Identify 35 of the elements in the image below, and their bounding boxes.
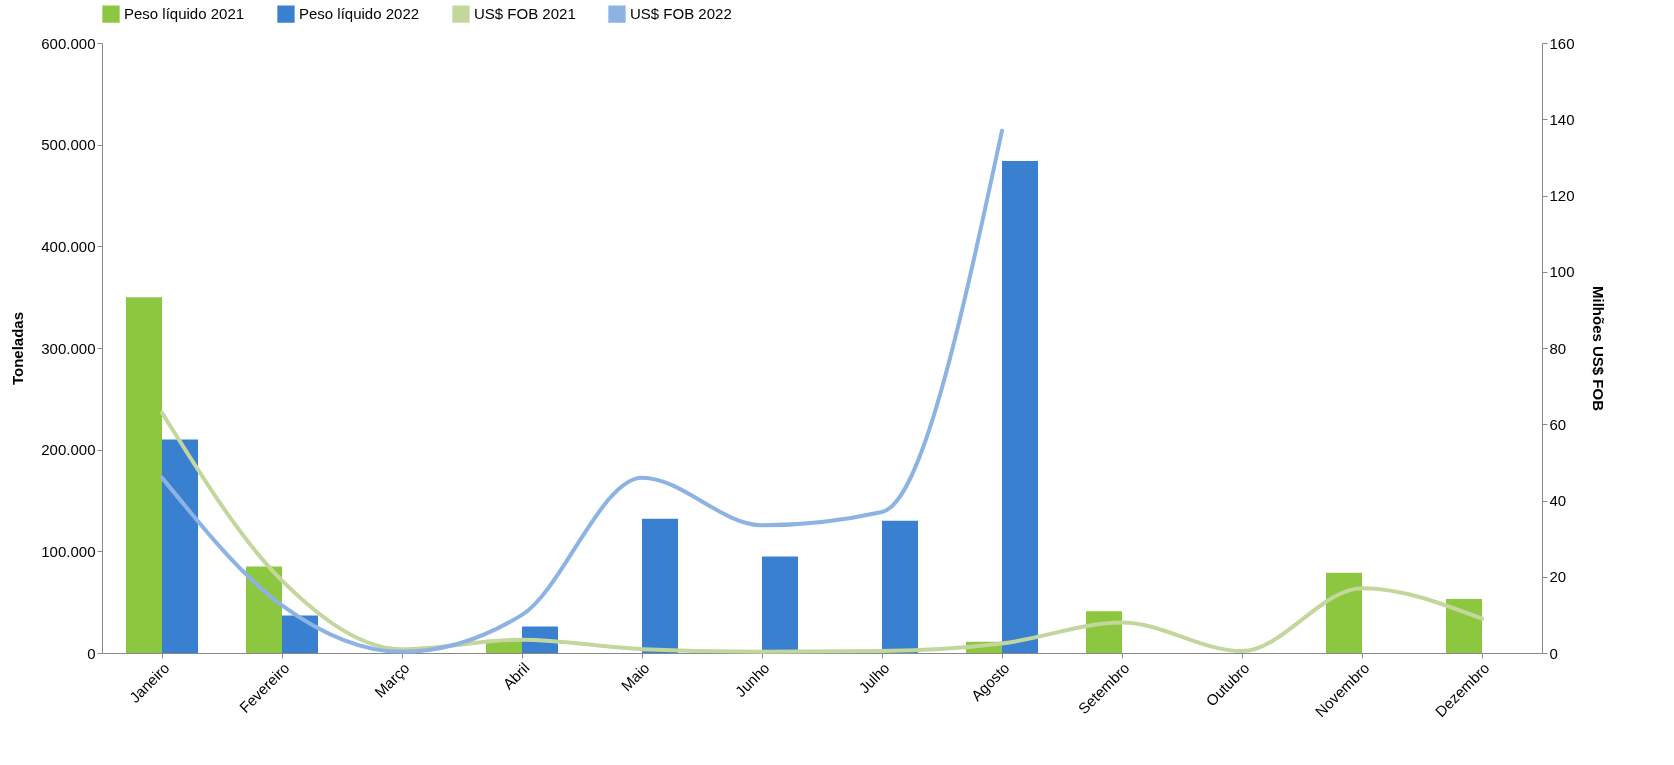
legend-label: Peso líquido 2022 <box>299 5 420 23</box>
bar <box>1086 611 1122 653</box>
y2-tick-label: 20 <box>1549 568 1567 586</box>
y-tick-label: 400.000 <box>41 237 96 255</box>
bar <box>762 556 798 653</box>
y-tick-label: 600.000 <box>41 34 96 52</box>
y2-tick-label: 0 <box>1549 644 1558 662</box>
y2-tick-label: 100 <box>1549 263 1575 281</box>
y-tick-label: 300.000 <box>41 339 96 357</box>
y2-axis-title: Milhões US$ FOB <box>1589 285 1607 412</box>
bar <box>1002 160 1038 653</box>
bar <box>882 520 918 653</box>
bar <box>246 566 282 653</box>
y-axis-title: Toneladas <box>9 311 27 386</box>
y-tick-label: 100.000 <box>41 542 96 560</box>
y2-tick-label: 60 <box>1549 415 1567 433</box>
y2-tick-label: 160 <box>1549 34 1575 52</box>
y2-tick-label: 40 <box>1549 492 1567 509</box>
y-tick-label: 200.000 <box>41 441 96 459</box>
bar <box>642 518 678 653</box>
bar <box>1446 599 1482 653</box>
legend-label: Peso líquido 2021 <box>124 5 245 23</box>
y2-tick-label: 80 <box>1549 339 1567 357</box>
y-tick-label: 0 <box>87 644 96 662</box>
y2-tick-label: 120 <box>1549 187 1575 204</box>
bar <box>126 297 162 653</box>
legend-label: US$ FOB 2021 <box>474 5 576 23</box>
bar <box>282 615 318 653</box>
y2-tick-label: 140 <box>1549 110 1575 128</box>
bar <box>162 439 198 653</box>
y-tick-label: 500.000 <box>41 136 96 154</box>
legend-label: US$ FOB 2022 <box>630 5 732 23</box>
line-series <box>160 410 1484 654</box>
line-series <box>160 128 1004 654</box>
bar <box>1326 572 1362 653</box>
